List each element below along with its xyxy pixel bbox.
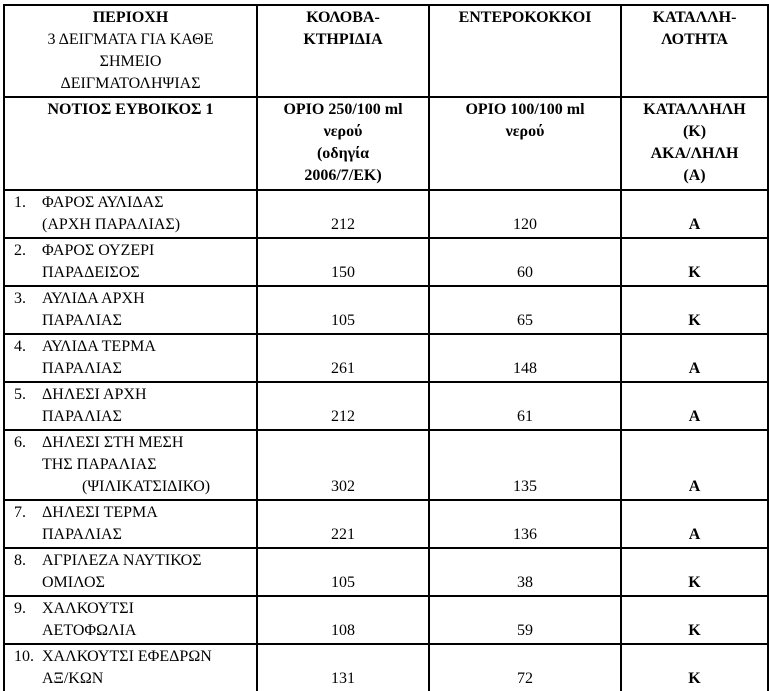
row-number: 5.: [14, 386, 26, 403]
site-cell: 5. ΔΗΛΕΣΙ ΑΡΧΗ ΠΑΡΑΛΙΑΣ: [3, 381, 258, 431]
row-number: 1.: [14, 194, 26, 211]
site-cell: 10. ΧΑΛΚΟΥΤΣΙ ΕΦΕΔΡΩΝ ΑΞ/ΚΩΝ: [3, 643, 258, 691]
table-body: 1. ΦΑΡΟΣ ΑΥΛΙΔΑΣ (ΑΡΧΗ ΠΑΡΑΛΙΑΣ) 212 120…: [3, 189, 769, 691]
region-header-subtitle: 3 ΔΕΙΓΜΑΤΑ ΓΙΑ ΚΑΘΕ ΣΗΜΕΙΟ ΔΕΙΓΜΑΤΟΛΗΨΙΑ…: [47, 31, 214, 92]
row-number: 10.: [14, 648, 34, 665]
enterococci-value: 61: [428, 381, 622, 431]
coliform-value: 221: [256, 499, 430, 549]
header-row-2: ΝΟΤΙΟΣ ΕΥΒΟΙΚΟΣ 1 ΟΡΙΟ 250/100 ml νερού …: [3, 96, 769, 191]
suitability-value: Κ: [620, 237, 769, 287]
suitability-value: Α: [620, 381, 769, 431]
site-name: ΑΥΛΙΔΑ ΑΡΧΗ ΠΑΡΑΛΙΑΣ: [42, 290, 145, 329]
site-cell: 3. ΑΥΛΙΔΑ ΑΡΧΗ ΠΑΡΑΛΙΑΣ: [3, 285, 258, 335]
site-name: ΧΑΛΚΟΥΤΣΙ ΑΕΤΟΦΩΛΙΑ: [42, 600, 137, 639]
suitability-value: Α: [620, 333, 769, 383]
row-number: 2.: [14, 242, 26, 259]
site-name: ΑΥΛΙΔΑ ΤΕΡΜΑ ΠΑΡΑΛΙΑΣ: [42, 338, 156, 377]
enterococci-value: 120: [428, 189, 622, 239]
suitability-value: Κ: [620, 595, 769, 645]
site-cell: 8. ΑΓΡΙΛΕΖΑ ΝΑΥΤΙΚΟΣ ΟΜΙΛΟΣ: [3, 547, 258, 597]
site-cell: 7. ΔΗΛΕΣΙ ΤΕΡΜΑ ΠΑΡΑΛΙΑΣ: [3, 499, 258, 549]
row-number: 7.: [14, 504, 26, 521]
site-name: ΔΗΛΕΣΙ ΣΤΗ ΜΕΣΗ ΤΗΣ ΠΑΡΑΛΙΑΣ (ΨΙΛΙΚΑΤΣΙΔ…: [42, 434, 211, 495]
coliform-column-header: ΚΟΛΟΒΑ- ΚΤΗΡΙΔΙΑ: [256, 4, 430, 98]
coliform-limit: ΟΡΙΟ 250/100 ml νερού (οδηγία 2006/7/ΕΚ): [256, 96, 430, 191]
suitability-column-header: ΚΑΤΑΛΛΗ- ΛΟΤΗΤΑ: [620, 4, 769, 98]
suitability-value: Κ: [620, 643, 769, 691]
enterococci-limit: ΟΡΙΟ 100/100 ml νερού: [428, 96, 622, 191]
site-name: ΧΑΛΚΟΥΤΣΙ ΕΦΕΔΡΩΝ ΑΞ/ΚΩΝ: [42, 648, 212, 687]
site-name: ΔΗΛΕΣΙ ΤΕΡΜΑ ΠΑΡΑΛΙΑΣ: [42, 504, 158, 543]
table-row: 3. ΑΥΛΙΔΑ ΑΡΧΗ ΠΑΡΑΛΙΑΣ 105 65 Κ: [3, 285, 769, 335]
table-row: 5. ΔΗΛΕΣΙ ΑΡΧΗ ΠΑΡΑΛΙΑΣ 212 61 Α: [3, 381, 769, 431]
enterococci-value: 59: [428, 595, 622, 645]
site-cell: 9. ΧΑΛΚΟΥΤΣΙ ΑΕΤΟΦΩΛΙΑ: [3, 595, 258, 645]
region-header-title: ΠΕΡΙΟΧΗ: [92, 9, 169, 26]
suitability-legend: ΚΑΤΑΛΛΗΛΗ (Κ) ΑΚΑ/ΛΗΛΗ (Α): [620, 96, 769, 191]
enterococci-value: 65: [428, 285, 622, 335]
row-number: 6.: [14, 434, 26, 451]
table-row: 7. ΔΗΛΕΣΙ ΤΕΡΜΑ ΠΑΡΑΛΙΑΣ 221 136 Α: [3, 499, 769, 549]
table-row: 6. ΔΗΛΕΣΙ ΣΤΗ ΜΕΣΗ ΤΗΣ ΠΑΡΑΛΙΑΣ (ΨΙΛΙΚΑΤ…: [3, 429, 769, 501]
site-name: ΔΗΛΕΣΙ ΑΡΧΗ ΠΑΡΑΛΙΑΣ: [42, 386, 147, 425]
table-row: 1. ΦΑΡΟΣ ΑΥΛΙΔΑΣ (ΑΡΧΗ ΠΑΡΑΛΙΑΣ) 212 120…: [3, 189, 769, 239]
enterococci-value: 135: [428, 429, 622, 501]
region-column-header: ΠΕΡΙΟΧΗ 3 ΔΕΙΓΜΑΤΑ ΓΙΑ ΚΑΘΕ ΣΗΜΕΙΟ ΔΕΙΓΜ…: [3, 4, 258, 98]
area-name: ΝΟΤΙΟΣ ΕΥΒΟΙΚΟΣ 1: [3, 96, 258, 191]
table-row: 2. ΦΑΡΟΣ ΟΥΖΕΡΙ ΠΑΡΑΔΕΙΣΟΣ 150 60 Κ: [3, 237, 769, 287]
suitability-value: Α: [620, 429, 769, 501]
enterococci-value: 60: [428, 237, 622, 287]
enterococci-value: 38: [428, 547, 622, 597]
table-row: 10. ΧΑΛΚΟΥΤΣΙ ΕΦΕΔΡΩΝ ΑΞ/ΚΩΝ 131 72 Κ: [3, 643, 769, 691]
coliform-value: 212: [256, 381, 430, 431]
row-number: 3.: [14, 290, 26, 307]
table-row: 8. ΑΓΡΙΛΕΖΑ ΝΑΥΤΙΚΟΣ ΟΜΙΛΟΣ 105 38 Κ: [3, 547, 769, 597]
coliform-value: 261: [256, 333, 430, 383]
suitability-value: Α: [620, 499, 769, 549]
enterococci-column-header: ΕΝΤΕΡΟΚΟΚΚΟΙ: [428, 4, 622, 98]
row-number: 8.: [14, 552, 26, 569]
coliform-value: 108: [256, 595, 430, 645]
site-cell: 1. ΦΑΡΟΣ ΑΥΛΙΔΑΣ (ΑΡΧΗ ΠΑΡΑΛΙΑΣ): [3, 189, 258, 239]
table-row: 9. ΧΑΛΚΟΥΤΣΙ ΑΕΤΟΦΩΛΙΑ 108 59 Κ: [3, 595, 769, 645]
site-cell: 2. ΦΑΡΟΣ ΟΥΖΕΡΙ ΠΑΡΑΔΕΙΣΟΣ: [3, 237, 258, 287]
row-number: 4.: [14, 338, 26, 355]
coliform-value: 105: [256, 285, 430, 335]
header-row-1: ΠΕΡΙΟΧΗ 3 ΔΕΙΓΜΑΤΑ ΓΙΑ ΚΑΘΕ ΣΗΜΕΙΟ ΔΕΙΓΜ…: [3, 4, 769, 98]
suitability-value: Κ: [620, 547, 769, 597]
site-name: ΑΓΡΙΛΕΖΑ ΝΑΥΤΙΚΟΣ ΟΜΙΛΟΣ: [42, 552, 202, 591]
table-row: 4. ΑΥΛΙΔΑ ΤΕΡΜΑ ΠΑΡΑΛΙΑΣ 261 148 Α: [3, 333, 769, 383]
coliform-value: 212: [256, 189, 430, 239]
coliform-value: 105: [256, 547, 430, 597]
coliform-value: 131: [256, 643, 430, 691]
suitability-value: Α: [620, 189, 769, 239]
site-cell: 6. ΔΗΛΕΣΙ ΣΤΗ ΜΕΣΗ ΤΗΣ ΠΑΡΑΛΙΑΣ (ΨΙΛΙΚΑΤ…: [3, 429, 258, 501]
water-quality-table: ΠΕΡΙΟΧΗ 3 ΔΕΙΓΜΑΤΑ ΓΙΑ ΚΑΘΕ ΣΗΜΕΙΟ ΔΕΙΓΜ…: [3, 4, 769, 691]
coliform-value: 302: [256, 429, 430, 501]
site-name: ΦΑΡΟΣ ΟΥΖΕΡΙ ΠΑΡΑΔΕΙΣΟΣ: [42, 242, 155, 281]
row-number: 9.: [14, 600, 26, 617]
coliform-value: 150: [256, 237, 430, 287]
site-name: ΦΑΡΟΣ ΑΥΛΙΔΑΣ (ΑΡΧΗ ΠΑΡΑΛΙΑΣ): [42, 194, 181, 233]
enterococci-value: 72: [428, 643, 622, 691]
enterococci-value: 136: [428, 499, 622, 549]
site-cell: 4. ΑΥΛΙΔΑ ΤΕΡΜΑ ΠΑΡΑΛΙΑΣ: [3, 333, 258, 383]
enterococci-value: 148: [428, 333, 622, 383]
suitability-value: Κ: [620, 285, 769, 335]
